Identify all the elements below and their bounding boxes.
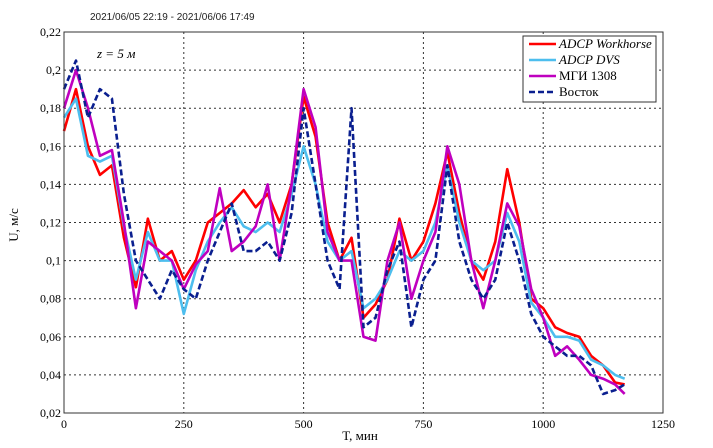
- y-tick-label: 0,14: [40, 177, 61, 191]
- grid: [64, 32, 663, 413]
- legend-label: МГИ 1308: [559, 68, 617, 83]
- y-tick-label: 0,04: [40, 368, 61, 382]
- y-tick-label: 0,06: [40, 330, 61, 344]
- legend-label: ADCP DVS: [558, 52, 620, 67]
- x-tick-label: 1250: [651, 417, 675, 431]
- y-tick-label: 0,02: [40, 406, 61, 420]
- y-tick-label: 0,16: [40, 139, 61, 153]
- legend-box: [522, 35, 657, 103]
- tick-labels: 0 250 500 750 1000 1250 0,02 0,04 0,06 0,08 0,1 0,1…: [40, 25, 675, 431]
- x-tick-label: 750: [414, 417, 432, 431]
- x-tick-label: 250: [175, 417, 193, 431]
- plot-frame: [63, 31, 664, 414]
- x-tick-label: 0: [61, 417, 67, 431]
- y-tick-label: 0,18: [40, 101, 61, 115]
- series-group: [62, 59, 626, 396]
- series-line-3: [62, 59, 626, 396]
- x-tick-label: 1000: [531, 417, 555, 431]
- chart-subtitle: 2021/06/05 22:19 - 2021/06/06 17:49: [90, 12, 255, 23]
- y-tick-label: 0,22: [40, 25, 61, 39]
- series-line-2: [62, 68, 626, 395]
- legend-label: ADCP Workhorse: [558, 36, 652, 51]
- x-tick-label: 500: [295, 417, 313, 431]
- legend-label: Восток: [559, 84, 599, 99]
- y-tick-label: 0,1: [46, 254, 61, 268]
- x-axis-label: T, мин: [342, 428, 378, 443]
- series-line-0: [62, 87, 625, 386]
- y-tick-label: 0,12: [40, 216, 61, 230]
- y-axis-label: U, м/с: [6, 208, 21, 242]
- series-line-1: [62, 97, 626, 380]
- y-tick-label: 0,2: [46, 63, 61, 77]
- depth-annotation: z = 5 м: [96, 46, 135, 61]
- y-tick-label: 0,08: [40, 292, 61, 306]
